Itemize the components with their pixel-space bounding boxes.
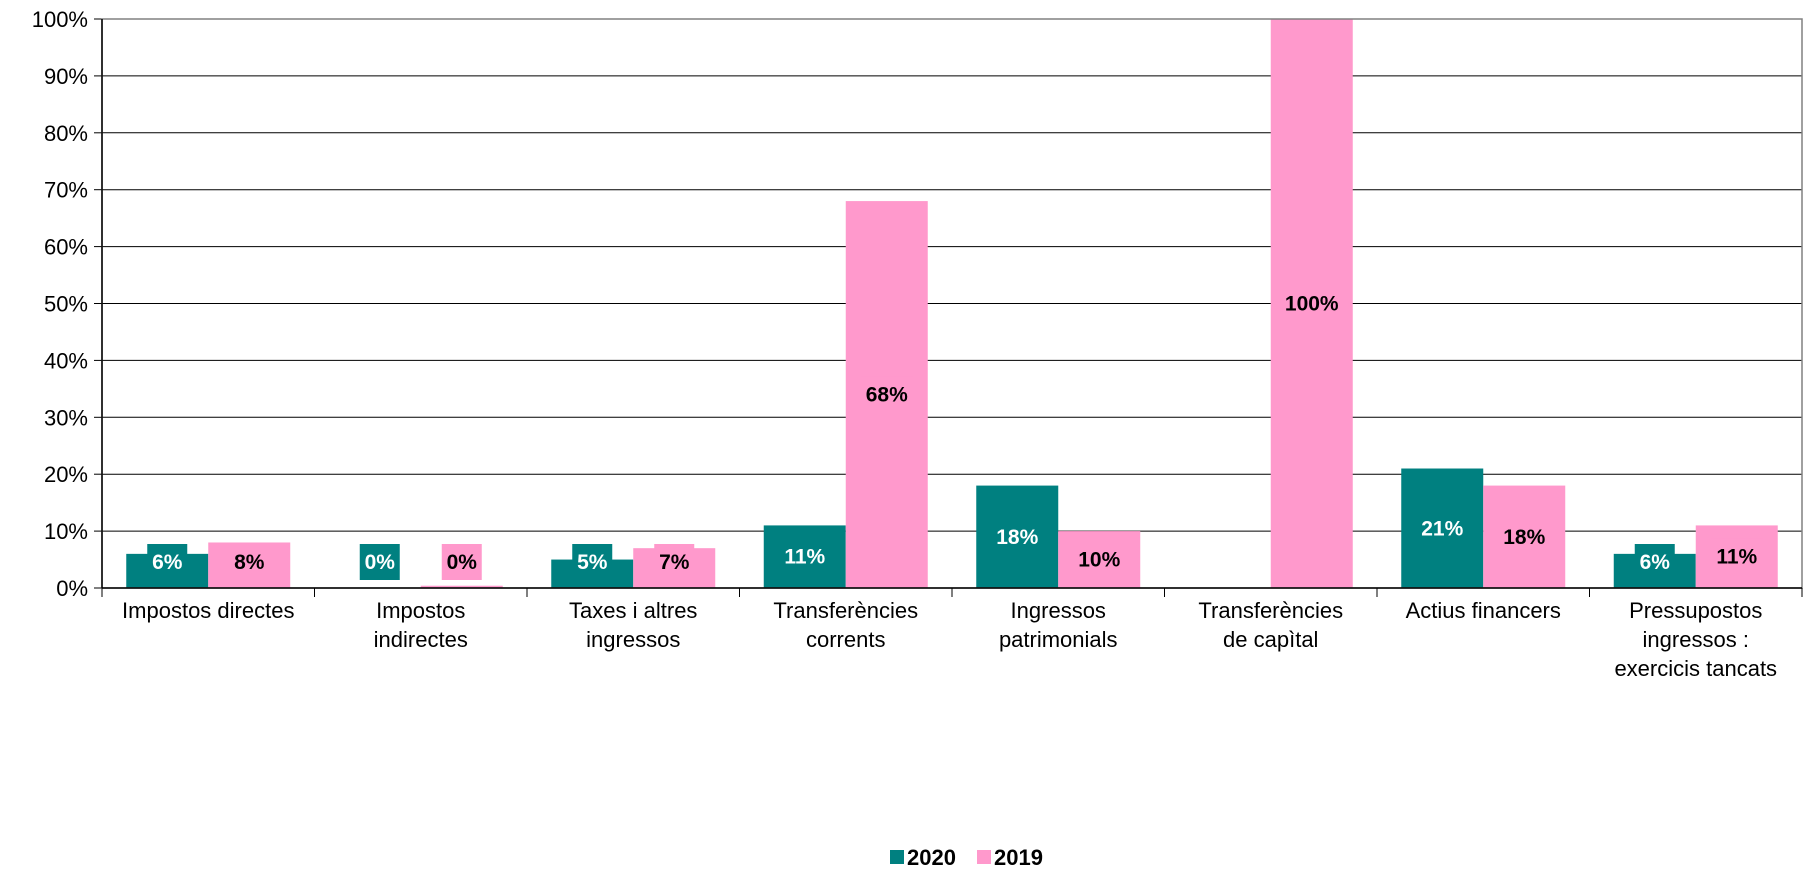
data-label-2019-2: 7%: [659, 551, 690, 574]
data-label-box: [1072, 541, 1126, 578]
data-label-box: [572, 544, 613, 580]
data-label-2019-7: 11%: [1716, 546, 1757, 569]
y-tick-label: 50%: [44, 292, 88, 317]
axes: [101, 18, 1803, 597]
data-label-2020-6: 21%: [1421, 517, 1463, 540]
category-label-4: Ingressos patrimonials: [999, 598, 1118, 652]
y-tick-label: 60%: [44, 235, 88, 260]
y-tick-label: 20%: [44, 462, 88, 487]
data-label-box: [441, 544, 482, 580]
y-axis-tick-labels: 0% 10% 20% 30% 40% 50% 60% 70% 80% 90% 100%: [32, 7, 102, 601]
y-tick-label: 0%: [56, 576, 88, 601]
data-label-box: [359, 544, 400, 580]
data-label-2020-1: 0%: [365, 551, 396, 574]
y-tick-label: 30%: [44, 405, 88, 430]
legend-label-2019: 2019: [994, 845, 1043, 870]
bar-2019-1: [420, 585, 503, 588]
data-label-2019-3: 68%: [866, 384, 908, 407]
legend-swatch-2019: [977, 850, 991, 864]
category-label-0: Impostos directes: [122, 598, 294, 623]
gridlines: [102, 18, 1802, 532]
data-label-box: [1634, 544, 1675, 580]
category-label-1: Impostos indirectes: [374, 598, 468, 652]
legend-swatch-2020: [890, 850, 904, 864]
y-tick-label: 40%: [44, 348, 88, 373]
data-label-2019-5: 100%: [1285, 293, 1339, 316]
y-tick-label: 80%: [44, 121, 88, 146]
category-label-2: Taxes i altres ingressos: [569, 598, 697, 652]
data-labels: 6% 0% 5% 11% 18% 21% 6% 8% 0% 7% 68% 10% 100% 18% 11%: [147, 285, 1764, 580]
legend-label-2020: 2020: [907, 845, 956, 870]
category-label-6: Actius financers: [1406, 598, 1561, 623]
data-label-2019-4: 10%: [1078, 549, 1120, 572]
data-label-box: [1497, 518, 1551, 555]
data-label-box: [229, 544, 270, 580]
data-label-box: [860, 376, 914, 413]
data-label-2020-7: 6%: [1640, 551, 1671, 574]
category-label-3: Transferències corrents: [773, 598, 918, 652]
data-label-box: [654, 544, 695, 580]
y-tick-label: 90%: [44, 64, 88, 89]
y-tick-label: 100%: [32, 7, 88, 32]
y-tick-label: 70%: [44, 178, 88, 203]
data-label-2020-0: 6%: [152, 551, 183, 574]
data-label-2019-6: 18%: [1503, 526, 1545, 549]
category-label-5: Transferències de capìtal: [1198, 598, 1343, 652]
data-label-2019-1: 0%: [447, 551, 478, 574]
data-label-box: [1278, 285, 1345, 322]
data-label-box: [147, 544, 188, 580]
data-label-box: [778, 538, 832, 575]
data-label-2020-3: 11%: [784, 546, 825, 569]
data-label-2019-0: 8%: [234, 551, 265, 574]
data-label-box: [1710, 538, 1764, 575]
y-tick-label: 10%: [44, 519, 88, 544]
legend: 2020 2019: [890, 845, 1043, 870]
data-label-box: [990, 518, 1044, 555]
category-labels: Impostos directes Impostos indirectes Taxes…: [122, 598, 1777, 681]
data-label-2020-4: 18%: [996, 526, 1038, 549]
data-label-2020-2: 5%: [577, 551, 608, 574]
data-label-box: [1415, 510, 1469, 547]
category-label-7: Pressupostos ingressos : exercicis tancats: [1614, 598, 1777, 681]
